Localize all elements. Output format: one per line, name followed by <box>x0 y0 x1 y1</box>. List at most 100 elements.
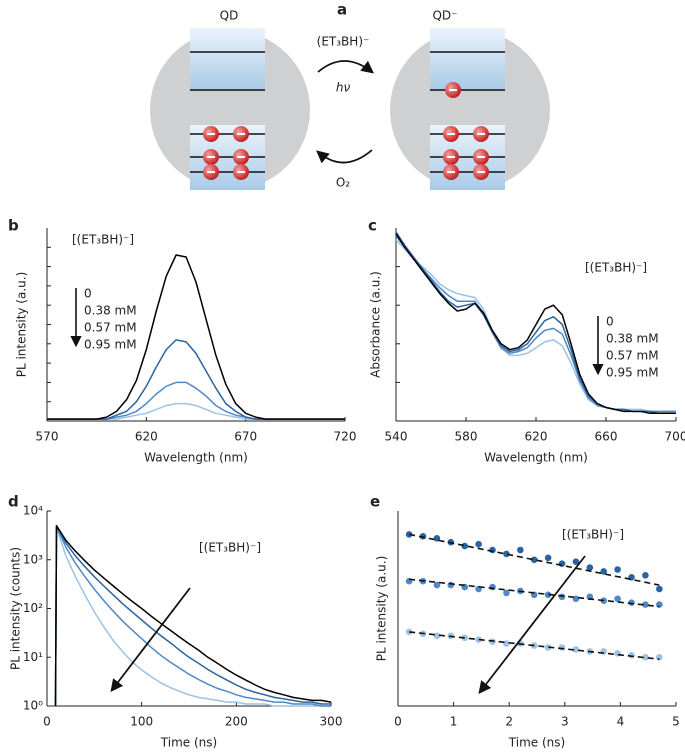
data-line <box>395 231 676 415</box>
conduction-band <box>190 28 265 90</box>
legend-entry: 0.57 mM <box>606 349 659 363</box>
y-axis-title: PL intensity (counts) <box>9 547 23 670</box>
annotation-arrow <box>110 587 191 693</box>
x-tick-label: 720 <box>334 430 357 444</box>
data-line <box>54 524 331 707</box>
panel-label: d <box>8 493 19 511</box>
legend-entry: 0.57 mM <box>84 321 137 335</box>
fit-line <box>409 631 660 660</box>
x-tick-label: 2 <box>505 715 513 729</box>
diagram: a QD QD⁻ (ET₃BH)⁻ hν <box>150 1 550 190</box>
x-axis-title: Wavelength (nm) <box>144 451 248 465</box>
data-point <box>433 535 441 542</box>
legend-entry: 0 <box>84 287 92 301</box>
x-tick-label: 570 <box>36 430 59 444</box>
data-line <box>395 233 676 415</box>
panel-label: a <box>337 1 347 19</box>
oxidant-label: O₂ <box>336 176 350 190</box>
light-label: hν <box>336 81 351 95</box>
x-tick-label: 200 <box>225 715 248 729</box>
data-point <box>433 632 441 640</box>
data-line <box>54 524 332 707</box>
x-tick-label: 620 <box>135 430 158 444</box>
fit-line <box>408 533 660 586</box>
annotation: [(ET₃BH)⁻] <box>199 541 261 555</box>
y-tick-label: 10⁰ <box>23 699 43 713</box>
data-point <box>572 595 580 603</box>
y-axis-title: PL intensity (a.u.) <box>15 272 29 378</box>
legend-entry: 0.38 mM <box>84 304 137 318</box>
data-point <box>475 540 482 548</box>
annotation-arrow <box>478 555 586 694</box>
fit-line <box>409 578 660 608</box>
data-point <box>642 601 649 608</box>
qd-label: QD <box>220 9 239 23</box>
data-point <box>558 593 566 601</box>
x-tick-label: 620 <box>525 430 548 444</box>
x-tick-label: 660 <box>595 430 618 444</box>
data-point <box>503 589 510 597</box>
x-tick-label: 4 <box>617 715 625 729</box>
legend-entry: 0.95 mM <box>84 338 137 352</box>
data-point <box>433 581 441 589</box>
data-point <box>614 595 621 603</box>
y-axis-title: PL intensity (a.u.) <box>375 556 389 662</box>
data-point <box>656 585 663 593</box>
energy-levels <box>190 51 505 173</box>
x-tick-label: 100 <box>130 715 153 729</box>
data-point <box>461 542 469 550</box>
legend-title: [(ET₃BH)⁻] <box>72 233 134 247</box>
x-tick-label: 0 <box>43 715 51 729</box>
y-axis-title: Absorbance (a.u.) <box>369 271 383 378</box>
data-line <box>47 381 345 420</box>
y-tick-label: 10⁴ <box>23 504 43 518</box>
panel-label: e <box>370 493 380 511</box>
legend-entry: 0 <box>606 315 614 329</box>
data-point <box>544 591 552 599</box>
legend-title: [(ET₃BH)⁻] <box>585 261 647 275</box>
data-line <box>54 527 331 707</box>
x-tick-label: 580 <box>455 430 478 444</box>
x-axis-title: Wavelength (nm) <box>484 451 588 465</box>
panel-label: c <box>368 217 377 235</box>
x-tick-label: 3 <box>561 715 569 729</box>
x-axis-title: Time (ns) <box>508 736 565 750</box>
x-axis-title: Time (ns) <box>160 736 217 750</box>
data-point <box>503 550 510 558</box>
oxidation-arrow <box>316 149 373 164</box>
data-point <box>572 646 580 653</box>
data-point <box>475 636 482 643</box>
data-point <box>558 560 566 567</box>
y-tick-label: 10² <box>23 601 43 615</box>
conduction-band <box>430 28 505 90</box>
data-point <box>656 653 663 661</box>
x-tick-label: 670 <box>234 430 257 444</box>
data-line <box>47 254 345 420</box>
data-point <box>544 644 552 651</box>
data-point <box>586 564 594 571</box>
data-line <box>47 402 345 420</box>
x-tick-label: 1 <box>450 715 458 729</box>
legend-entry: 0.38 mM <box>606 332 659 346</box>
x-tick-label: 5 <box>672 715 680 729</box>
reduction-arrow <box>317 60 374 74</box>
data-point <box>489 546 496 554</box>
data-point <box>600 568 608 575</box>
qd-label: QD⁻ <box>432 9 457 23</box>
panel-label: b <box>8 217 19 235</box>
data-point <box>544 554 552 562</box>
data-point <box>447 581 455 589</box>
x-tick-label: 540 <box>385 430 408 444</box>
x-tick-label: 700 <box>665 430 685 444</box>
data-point <box>558 644 566 651</box>
data-point <box>530 556 538 564</box>
x-tick-label: 0 <box>394 715 402 729</box>
x-tick-label: 300 <box>320 715 343 729</box>
reductant-label: (ET₃BH)⁻ <box>317 35 370 49</box>
data-point <box>503 640 510 647</box>
data-point <box>614 566 621 573</box>
data-line <box>47 339 345 420</box>
data-line <box>395 239 676 413</box>
data-point <box>642 572 649 579</box>
